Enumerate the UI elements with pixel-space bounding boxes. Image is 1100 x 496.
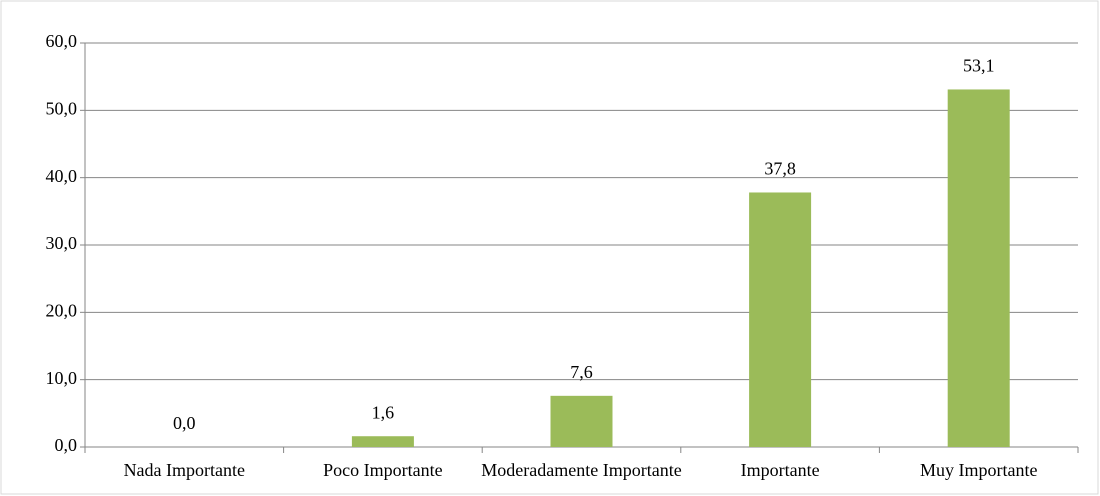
data-label: 37,8 [764,159,796,179]
x-tick-label: Importante [741,460,820,480]
y-tick-label: 60,0 [46,31,78,51]
bar [947,89,1010,448]
y-tick-label: 30,0 [46,233,78,253]
y-tick-label: 0,0 [55,435,78,455]
data-label: 7,6 [570,362,593,382]
y-tick-label: 40,0 [46,166,78,186]
bar [351,436,414,447]
y-tick-label: 20,0 [46,300,78,320]
data-label: 0,0 [173,413,196,433]
bar [749,192,812,447]
data-label: 53,1 [963,56,995,76]
y-tick-label: 10,0 [46,368,78,388]
x-tick-label: Muy Importante [920,460,1037,480]
x-tick-label: Moderadamente Importante [481,460,681,480]
y-tick-label: 50,0 [46,98,78,118]
data-label: 1,6 [372,402,395,422]
x-tick-label: Nada Importante [124,460,245,480]
x-tick-label: Poco Importante [323,460,442,480]
bar [550,395,613,447]
